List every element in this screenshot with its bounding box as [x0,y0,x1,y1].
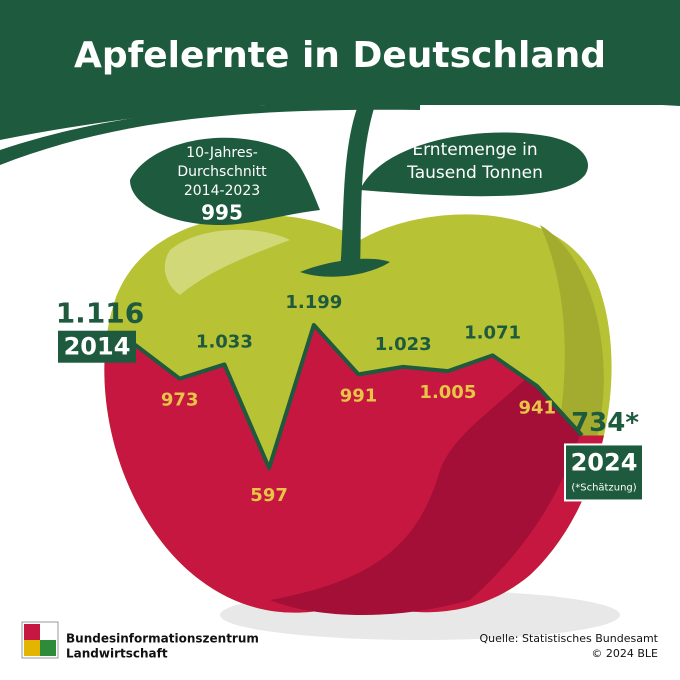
apple-highlight [540,225,604,460]
title: Apfelernte in Deutschland [74,35,606,76]
year-box [58,330,136,363]
leaf-right [360,132,588,197]
average-label: 10-Jahres- [186,145,258,161]
swoosh-top [0,98,680,140]
apple-shine [164,229,290,295]
average-label: 2014-2023 [184,183,260,199]
publisher: Bundesinformationszentrum [66,632,259,646]
logo-part [24,640,40,656]
value-label: 1.023 [375,334,432,355]
stem-base [300,258,390,277]
header [0,0,680,105]
x-tick-label: 2014 [64,333,131,361]
year-box [564,443,644,502]
harvest-line [133,323,584,470]
value-label: 734* [571,408,639,438]
value-label: 941 [519,397,557,418]
copyright: © 2024 BLE [591,647,658,660]
logo-part [40,640,56,656]
estimate-note: (*Schätzung) [571,482,636,493]
average-label: Durchschnitt [177,164,267,180]
subtitle: Tausend Tonnen [406,163,543,183]
swoosh [0,103,420,165]
value-label: 1.071 [464,322,521,343]
value-label: 597 [250,485,288,506]
publisher: Landwirtschaft [66,647,168,661]
source: Quelle: Statistisches Bundesamt [480,632,659,645]
average-value: 995 [201,201,243,225]
apple-red-shade [270,325,600,615]
value-label: 1.199 [285,292,342,313]
value-label: 973 [161,390,199,411]
value-label: 1.033 [196,331,253,352]
leaf-left [130,137,320,225]
value-label: 1.116 [56,297,145,330]
subtitle: Erntemenge in [412,140,537,160]
value-label: 1.005 [419,382,476,403]
stem [340,100,375,270]
logo [21,621,59,659]
logo-part [24,624,40,640]
x-tick-label: 2024 [571,448,638,476]
value-label: 991 [340,385,378,406]
